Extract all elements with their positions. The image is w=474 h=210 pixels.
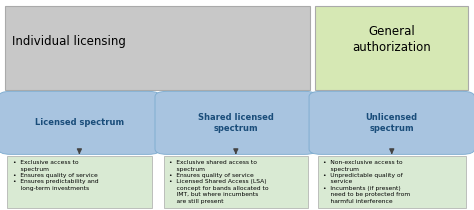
Text: Licensed spectrum: Licensed spectrum [35,118,124,127]
FancyBboxPatch shape [315,6,468,90]
FancyBboxPatch shape [0,91,160,154]
FancyBboxPatch shape [309,91,474,154]
FancyBboxPatch shape [164,156,308,208]
Text: General
authorization: General authorization [352,25,431,54]
Text: Individual licensing: Individual licensing [12,35,126,49]
Text: •  Exclusive access to
    spectrum
•  Ensures quality of service
•  Ensures pre: • Exclusive access to spectrum • Ensures… [13,160,99,191]
FancyBboxPatch shape [7,156,152,208]
FancyBboxPatch shape [5,6,310,90]
FancyBboxPatch shape [318,156,466,208]
FancyBboxPatch shape [155,91,317,154]
Text: Shared licensed
spectrum: Shared licensed spectrum [198,113,274,133]
Text: •  Non-exclusive access to
    spectrum
•  Unpredictable quality of
    service
: • Non-exclusive access to spectrum • Unp… [323,160,410,204]
Text: •  Exclusive shared access to
    spectrum
•  Ensures quality of service
•  Lice: • Exclusive shared access to spectrum • … [169,160,269,204]
Text: Unlicensed
spectrum: Unlicensed spectrum [366,113,418,133]
